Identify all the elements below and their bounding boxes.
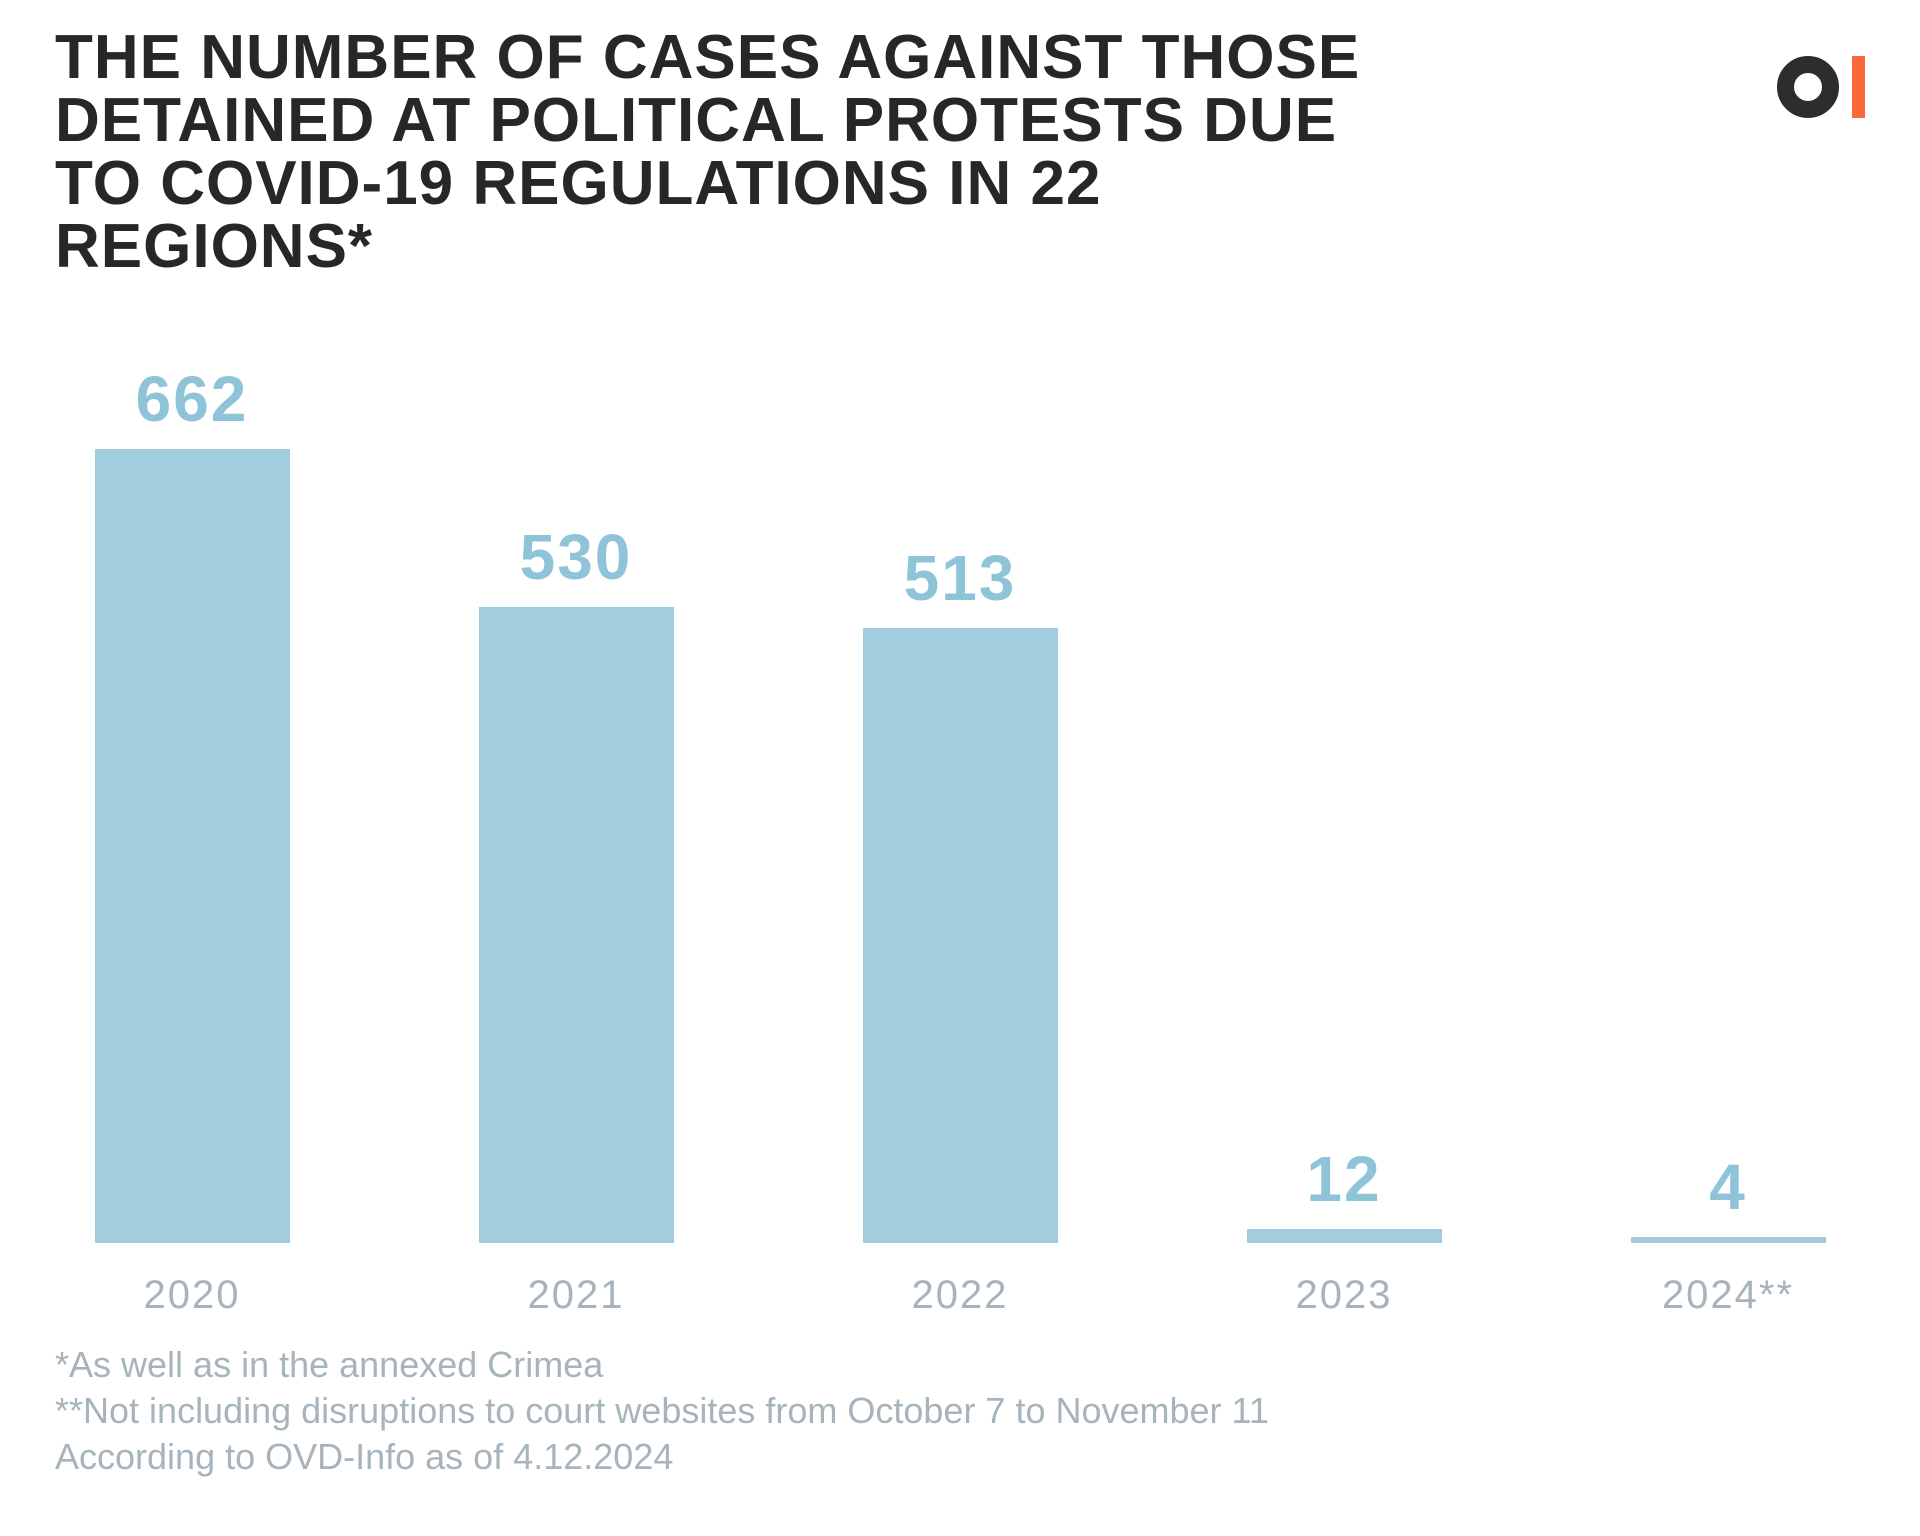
chart-title-line: THE NUMBER OF CASES AGAINST THOSE — [55, 23, 1361, 92]
logo-circle-icon — [1777, 56, 1839, 118]
footnote-line: *As well as in the annexed Crimea — [55, 1344, 604, 1385]
bar-value-label: 513 — [903, 541, 1017, 614]
bar-value-label: 662 — [135, 363, 249, 435]
bar — [1630, 1237, 1826, 1243]
bar-chart: 662 2020 530 2021 513 2022 12 2023 4 202… — [0, 355, 1920, 1317]
bar-value-label: 530 — [519, 521, 633, 594]
bar — [94, 449, 290, 1243]
bar — [478, 607, 674, 1243]
chart-title-line: REGIONS* — [55, 212, 374, 281]
bar-column: 12 2023 — [1152, 355, 1536, 1317]
x-axis-tick-label: 2023 — [1295, 1273, 1393, 1317]
chart-title-line: TO COVID-19 REGULATIONS IN 22 — [55, 149, 1102, 218]
chart-title-line: DETAINED AT POLITICAL PROTESTS DUE — [55, 86, 1338, 155]
chart-title: THE NUMBER OF CASES AGAINST THOSE DETAIN… — [55, 26, 1360, 278]
bar — [862, 627, 1058, 1243]
bar-value-label: 4 — [1709, 1151, 1747, 1223]
ovd-info-logo — [1777, 56, 1877, 126]
logo-bar-icon — [1852, 56, 1865, 118]
bar-value-label: 12 — [1306, 1142, 1382, 1215]
bar — [1246, 1228, 1442, 1243]
footnote-line: **Not including disruptions to court web… — [55, 1390, 1269, 1431]
footnote-line: According to OVD-Info as of 4.12.2024 — [55, 1436, 674, 1477]
x-axis-tick-label: 2022 — [911, 1273, 1009, 1317]
x-axis-tick-label: 2024** — [1661, 1273, 1795, 1317]
x-axis-tick-label: 2021 — [527, 1273, 625, 1317]
x-axis-tick-label: 2020 — [143, 1273, 241, 1317]
bar-column: 530 2021 — [384, 355, 768, 1317]
bar-column: 513 2022 — [768, 355, 1152, 1317]
bar-column: 662 2020 — [0, 355, 384, 1317]
bar-column: 4 2024** — [1536, 355, 1920, 1317]
footnotes: *As well as in the annexed Crimea **Not … — [55, 1342, 1269, 1480]
